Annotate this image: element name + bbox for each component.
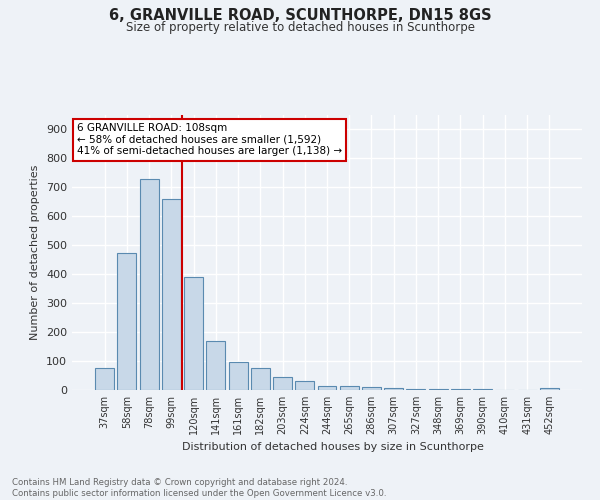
Bar xyxy=(273,377,292,390)
Text: 6 GRANVILLE ROAD: 108sqm
← 58% of detached houses are smaller (1,592)
41% of sem: 6 GRANVILLE ROAD: 108sqm ← 58% of detach… xyxy=(77,123,342,156)
Bar xyxy=(295,382,314,390)
Bar xyxy=(95,368,114,390)
Bar xyxy=(362,387,381,390)
Bar xyxy=(540,388,559,390)
Bar xyxy=(206,341,225,390)
Text: 6, GRANVILLE ROAD, SCUNTHORPE, DN15 8GS: 6, GRANVILLE ROAD, SCUNTHORPE, DN15 8GS xyxy=(109,8,491,22)
Bar xyxy=(429,389,448,390)
Bar xyxy=(162,199,181,390)
Bar xyxy=(229,362,248,390)
Bar xyxy=(384,388,403,390)
Bar xyxy=(406,388,425,390)
Y-axis label: Number of detached properties: Number of detached properties xyxy=(31,165,40,340)
Bar xyxy=(451,389,470,390)
Bar xyxy=(340,386,359,390)
Text: Distribution of detached houses by size in Scunthorpe: Distribution of detached houses by size … xyxy=(182,442,484,452)
Bar xyxy=(140,178,158,390)
Bar xyxy=(317,386,337,390)
Bar xyxy=(184,277,203,390)
Text: Contains HM Land Registry data © Crown copyright and database right 2024.
Contai: Contains HM Land Registry data © Crown c… xyxy=(12,478,386,498)
Text: Size of property relative to detached houses in Scunthorpe: Size of property relative to detached ho… xyxy=(125,21,475,34)
Bar xyxy=(118,252,136,390)
Bar xyxy=(251,368,270,390)
